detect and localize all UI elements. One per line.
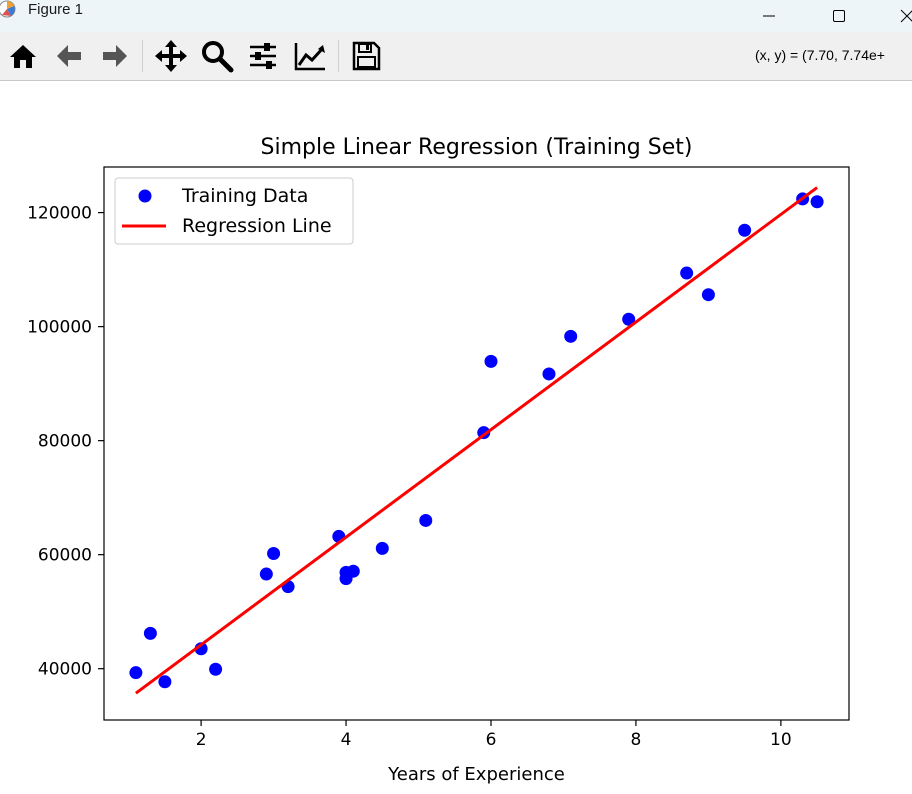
window-titlebar: Figure 1	[0, 0, 912, 32]
training-data-point	[375, 541, 389, 555]
y-tick-label: 40000	[38, 660, 92, 680]
legend-label-training-data: Training Data	[181, 185, 308, 207]
pan-icon	[155, 40, 187, 72]
minimize-button[interactable]	[746, 0, 792, 32]
training-data-point	[738, 223, 752, 237]
edit-axis-button[interactable]	[292, 38, 328, 74]
home-icon	[10, 45, 36, 68]
training-data-point	[484, 354, 498, 368]
training-data-point	[158, 675, 172, 689]
subplots-config-icon	[250, 43, 276, 69]
x-tick-label: 2	[196, 730, 207, 750]
minimize-icon	[763, 15, 775, 17]
save-button[interactable]	[348, 38, 384, 74]
save-icon	[352, 41, 381, 71]
training-data-point	[129, 666, 143, 680]
toolbar-separator	[142, 40, 143, 72]
edit-axis-icon	[294, 43, 325, 71]
back-button[interactable]	[51, 38, 87, 74]
subplots-config-button[interactable]	[245, 38, 281, 74]
training-data-point	[701, 288, 715, 302]
chart[interactable]: Simple Linear Regression (Training Set) …	[0, 81, 912, 794]
y-tick-label: 80000	[38, 432, 92, 452]
axes-frame	[103, 166, 850, 721]
x-tick-label: 8	[631, 730, 642, 750]
training-data-point	[346, 564, 360, 578]
app-icon	[0, 0, 20, 26]
training-data-point	[810, 195, 824, 209]
toolbar-separator	[338, 40, 339, 72]
training-data-point	[143, 626, 157, 640]
training-data-point	[542, 367, 556, 381]
x-tick-label: 10	[770, 730, 792, 750]
y-tick-label: 120000	[27, 204, 92, 224]
training-data-point	[419, 513, 433, 527]
forward-arrow-icon	[103, 45, 127, 67]
training-data-point	[622, 312, 636, 326]
window-title: Figure 1	[28, 1, 84, 18]
x-axis-label: Years of Experience	[387, 764, 565, 785]
zoom-icon	[202, 41, 234, 73]
training-data-point	[259, 567, 273, 581]
pan-button[interactable]	[153, 38, 189, 74]
back-arrow-icon	[57, 45, 81, 67]
legend-box	[114, 177, 354, 245]
navigation-toolbar: (x, y) = (7.70, 7.74e+	[0, 32, 912, 81]
figure-canvas[interactable]: Simple Linear Regression (Training Set) …	[0, 81, 912, 794]
training-data-point	[680, 266, 694, 280]
training-data-point	[209, 662, 223, 676]
close-icon	[900, 9, 912, 23]
close-button[interactable]	[884, 0, 912, 32]
maximize-button[interactable]	[816, 0, 862, 32]
legend: Training Data Regression Line	[114, 177, 354, 245]
zoom-button[interactable]	[199, 38, 235, 74]
legend-marker-training-data	[138, 189, 152, 203]
training-data-point	[267, 547, 281, 561]
y-tick-label: 60000	[38, 546, 92, 566]
y-tick-label: 100000	[27, 318, 92, 338]
chart-title: Simple Linear Regression (Training Set)	[261, 135, 693, 160]
home-button[interactable]	[5, 38, 41, 74]
regression-line	[134, 186, 819, 695]
training-data-point	[564, 329, 578, 343]
x-tick-label: 6	[486, 730, 497, 750]
maximize-icon	[833, 10, 845, 22]
legend-label-regression-line: Regression Line	[182, 215, 332, 237]
forward-button[interactable]	[97, 38, 133, 74]
coordinate-readout: (x, y) = (7.70, 7.74e+	[755, 47, 885, 63]
x-tick-label: 4	[341, 730, 352, 750]
